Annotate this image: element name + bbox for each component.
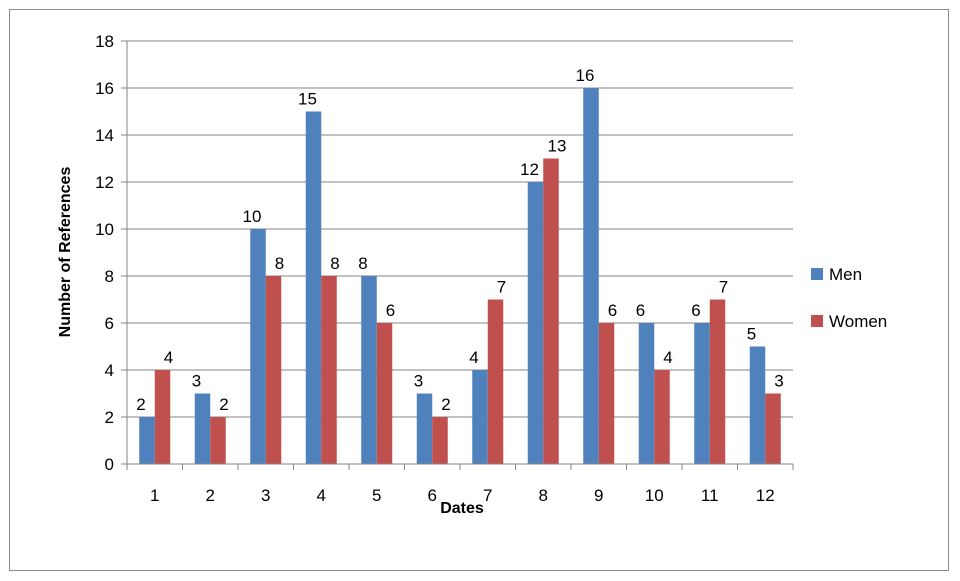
x-axis-title: Dates (440, 500, 484, 517)
data-label-men: 16 (576, 66, 595, 85)
data-label-women: 3 (774, 372, 783, 391)
x-tick-label: 4 (317, 486, 326, 505)
bar-men-5 (361, 276, 377, 464)
bar-women-8 (543, 158, 559, 464)
legend-label-men: Men (829, 265, 862, 284)
data-label-men: 12 (520, 160, 539, 179)
data-label-women: 2 (219, 395, 228, 414)
bar-women-10 (654, 370, 670, 464)
x-tick-label: 10 (645, 486, 664, 505)
x-tick-label: 3 (261, 486, 270, 505)
bar-women-9 (598, 323, 615, 464)
data-label-women: 13 (548, 137, 567, 156)
y-tick-labels: 0 2 4 6 8 10 12 14 16 18 (95, 32, 114, 474)
legend-swatch-men (811, 268, 823, 280)
x-tick-label: 5 (372, 486, 381, 505)
data-label-women: 8 (275, 254, 284, 273)
data-label-women: 4 (663, 348, 672, 367)
gridlines (127, 40, 793, 418)
bar-women-7 (487, 299, 504, 464)
bar-women-5 (376, 323, 393, 464)
x-tick-label: 8 (539, 486, 548, 505)
bar-men-9 (583, 88, 599, 464)
y-tick-label: 14 (95, 126, 114, 145)
x-tick-label: 9 (594, 486, 603, 505)
bar-women-1 (154, 370, 171, 464)
chart-frame (9, 9, 949, 571)
data-label-women: 4 (164, 348, 173, 367)
bar-men-1 (139, 417, 155, 464)
data-label-women: 8 (330, 254, 339, 273)
y-tick-label: 12 (95, 173, 114, 192)
data-label-men: 6 (636, 301, 645, 320)
x-tick-label: 1 (150, 486, 159, 505)
y-axis-title: Number of References (57, 167, 74, 338)
bar-men-3 (250, 229, 266, 464)
data-label-women: 7 (497, 278, 506, 297)
bar-men-8 (527, 182, 544, 464)
data-label-men: 3 (192, 372, 201, 391)
y-tick-label: 0 (105, 455, 114, 474)
y-tick-label: 2 (105, 408, 114, 427)
data-label-women: 7 (719, 278, 728, 297)
bar-men-7 (472, 370, 488, 464)
bar-women-4 (321, 276, 337, 464)
legend-swatch-women (811, 315, 823, 327)
bar-women-11 (709, 299, 726, 464)
y-tick-label: 6 (105, 314, 114, 333)
bar-men-10 (638, 323, 655, 464)
y-tick-label: 16 (95, 79, 114, 98)
bar-women-3 (265, 276, 282, 464)
data-label-men: 4 (469, 348, 478, 367)
axes (121, 40, 794, 470)
legend: Men Women (811, 265, 887, 331)
data-label-women: 6 (386, 301, 395, 320)
bar-women-2 (210, 417, 226, 464)
data-label-men: 5 (747, 325, 756, 344)
legend-label-women: Women (829, 312, 887, 331)
data-label-men: 10 (243, 207, 262, 226)
x-tick-label: 6 (428, 486, 437, 505)
y-tick-label: 10 (95, 220, 114, 239)
bar-men-2 (194, 393, 211, 464)
y-tick-label: 18 (95, 32, 114, 51)
bar-women-12 (765, 393, 781, 464)
bar-women-6 (432, 417, 448, 464)
bar-men-6 (416, 393, 433, 464)
bar-men-4 (305, 111, 322, 464)
y-tick-label: 4 (105, 361, 114, 380)
bar-men-11 (694, 323, 710, 464)
x-tick-label: 7 (483, 486, 492, 505)
x-tick-labels: 1 2 3 4 5 6 7 8 9 10 11 12 (150, 486, 775, 505)
bars (139, 88, 781, 464)
x-tick-label: 2 (206, 486, 215, 505)
data-label-men: 6 (691, 301, 700, 320)
data-label-women: 2 (441, 395, 450, 414)
data-label-men: 3 (414, 372, 423, 391)
data-label-men: 15 (298, 90, 317, 109)
y-tick-label: 8 (105, 267, 114, 286)
x-tick-label: 11 (701, 486, 719, 505)
bar-men-12 (749, 346, 766, 464)
data-label-women: 6 (608, 301, 617, 320)
data-label-men: 8 (358, 254, 367, 273)
data-label-men: 2 (136, 395, 145, 414)
x-tick-label: 12 (756, 486, 775, 505)
